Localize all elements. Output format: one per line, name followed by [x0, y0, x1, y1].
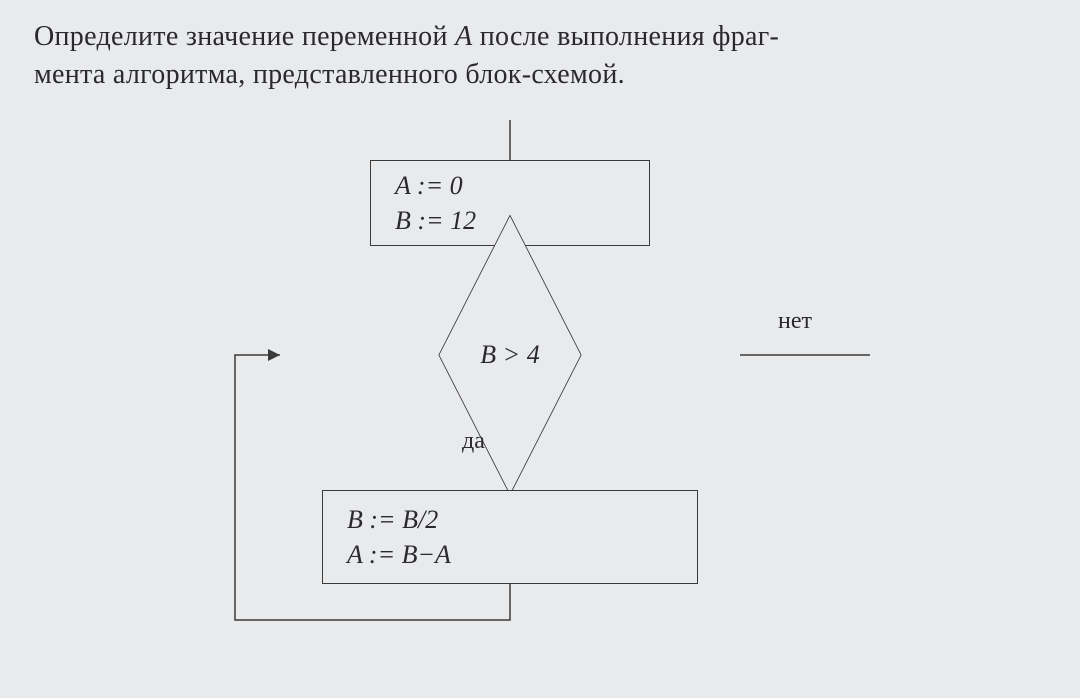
init-line-2: B := 12 — [395, 203, 649, 238]
init-line-1: A := 0 — [395, 168, 649, 203]
decision-condition: B > 4 — [480, 340, 539, 370]
problem-line2: мента алгоритма, представленного блок-сх… — [34, 59, 625, 90]
body-box: B := B/2 A := B−A — [322, 490, 698, 584]
body-line-2: A := B−A — [347, 537, 697, 572]
problem-line1-pre: Определите значение переменной — [34, 21, 455, 52]
loop-arrowhead-icon — [268, 349, 280, 361]
label-no: нет — [778, 308, 812, 335]
problem-line1-post: после выполнения фраг- — [472, 21, 779, 52]
problem-var: A — [455, 21, 472, 52]
problem-statement: Определите значение переменной A после в… — [34, 18, 1046, 94]
body-line-1: B := B/2 — [347, 502, 697, 537]
flowchart: A := 0 B := 12 B > 4 нет да B := B/2 A :… — [0, 120, 1080, 698]
label-yes: да — [462, 428, 485, 455]
